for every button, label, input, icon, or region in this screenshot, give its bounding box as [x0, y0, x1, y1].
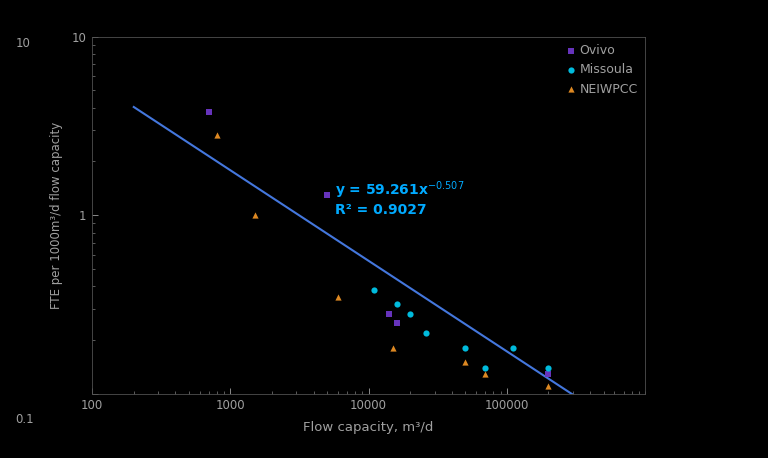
Missoula: [404, 311, 416, 318]
NEIWPCC: [479, 370, 492, 377]
NEIWPCC: [211, 132, 223, 139]
Y-axis label: FTE per 1000m³/d flow capacity: FTE per 1000m³/d flow capacity: [51, 122, 64, 309]
Legend: Ovivo, Missoula, NEIWPCC: Ovivo, Missoula, NEIWPCC: [561, 39, 643, 101]
Ovivo: [542, 370, 554, 377]
Text: y = 59.261x$^{-0.507}$
R² = 0.9027: y = 59.261x$^{-0.507}$ R² = 0.9027: [336, 180, 465, 218]
NEIWPCC: [542, 383, 554, 390]
Text: 0.1: 0.1: [15, 413, 34, 426]
Missoula: [420, 329, 432, 336]
Missoula: [479, 364, 492, 371]
Ovivo: [321, 191, 333, 199]
Missoula: [542, 364, 554, 371]
NEIWPCC: [249, 212, 261, 219]
Missoula: [368, 287, 380, 294]
NEIWPCC: [387, 344, 399, 352]
Ovivo: [382, 311, 395, 318]
Text: 10: 10: [15, 37, 30, 49]
Missoula: [459, 344, 472, 352]
Missoula: [506, 344, 518, 352]
NEIWPCC: [459, 359, 472, 366]
NEIWPCC: [332, 293, 344, 300]
Ovivo: [391, 319, 403, 327]
X-axis label: Flow capacity, m³/d: Flow capacity, m³/d: [303, 421, 434, 434]
Ovivo: [203, 108, 215, 115]
Missoula: [391, 300, 403, 307]
